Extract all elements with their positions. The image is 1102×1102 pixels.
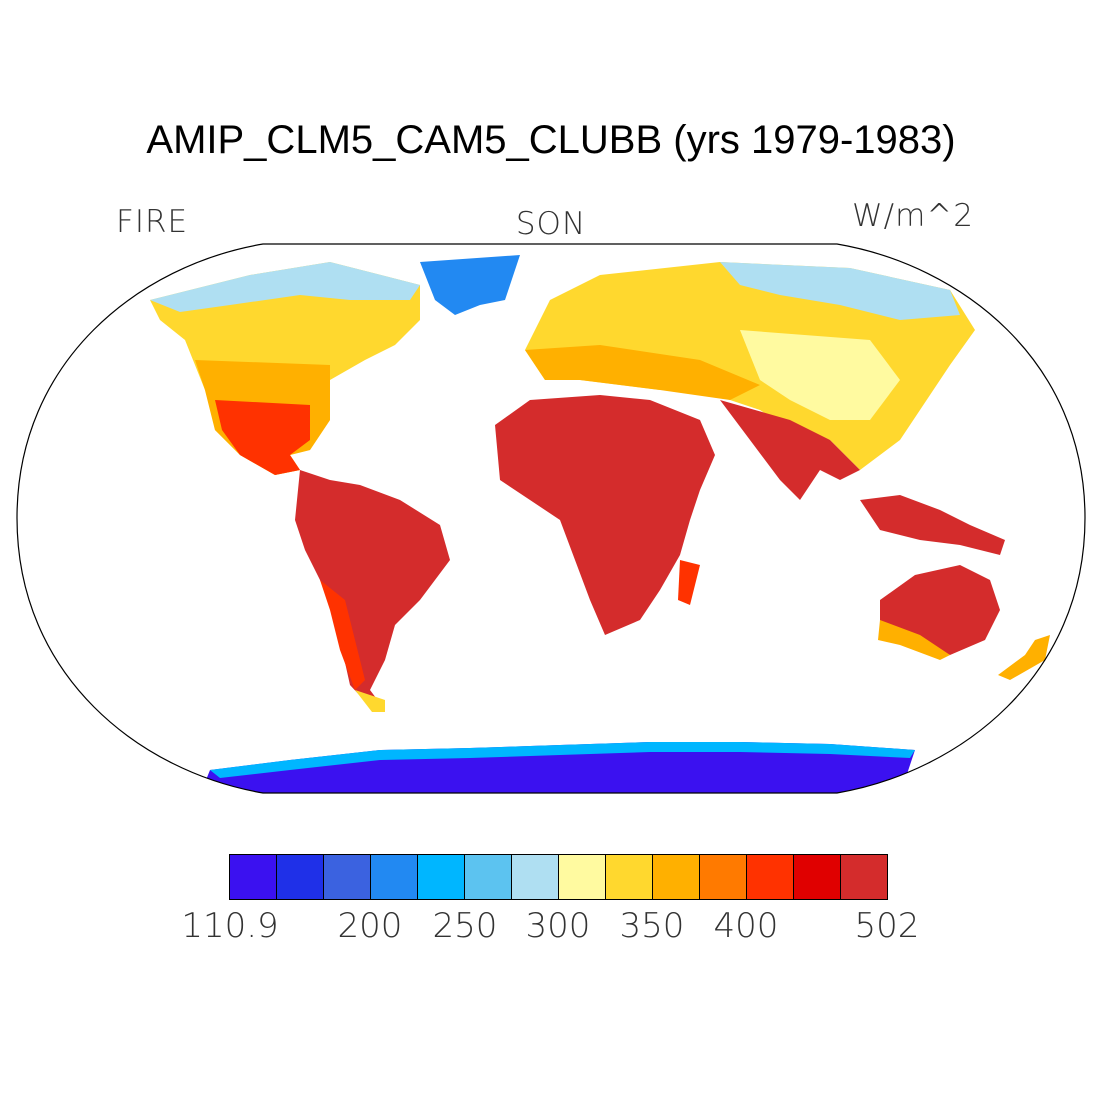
colorbar-swatch — [558, 854, 606, 900]
colorbar-tick-label: 300 — [525, 906, 591, 946]
colorbar-swatch — [699, 854, 747, 900]
chart-title: AMIP_CLM5_CAM5_CLUBB (yrs 1979-1983) — [146, 118, 956, 162]
south-america — [295, 470, 450, 712]
colorbar-swatch — [464, 854, 512, 900]
colorbar-swatch — [793, 854, 841, 900]
maritime-continent — [860, 495, 1005, 555]
colorbar-tick-label: 502 — [854, 906, 920, 946]
colorbar-tick-label: 350 — [619, 906, 685, 946]
colorbar-swatch — [229, 854, 277, 900]
colorbar-tick-label: 110.9 — [181, 906, 279, 946]
colorbar-swatch — [323, 854, 371, 900]
units-label: W/m^2 — [852, 198, 974, 234]
colorbar-swatch — [370, 854, 418, 900]
africa — [495, 395, 715, 635]
new-zealand — [998, 635, 1050, 680]
greenland — [420, 255, 520, 315]
colorbar-tick-label: 400 — [713, 906, 779, 946]
colorbar-tick-label: 200 — [337, 906, 403, 946]
variable-label: FIRE — [116, 204, 189, 240]
colorbar-swatch — [605, 854, 653, 900]
colorbar-swatch — [746, 854, 794, 900]
colorbar-swatch — [276, 854, 324, 900]
colorbar-swatch — [417, 854, 465, 900]
colorbar-swatch — [840, 854, 888, 900]
colorbar-swatch — [511, 854, 559, 900]
season-label: SON — [515, 206, 587, 242]
colorbar-swatch — [652, 854, 700, 900]
map-frame — [16, 243, 1086, 794]
colorbar-tick-label: 250 — [432, 906, 498, 946]
